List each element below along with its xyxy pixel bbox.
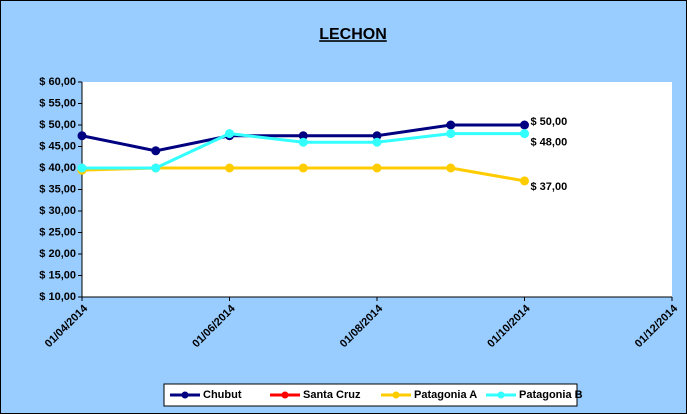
series-marker	[298, 163, 308, 173]
series-marker	[446, 120, 456, 130]
series-marker	[298, 131, 308, 141]
y-tick-label: $ 50,00	[39, 119, 76, 131]
series-marker	[446, 163, 456, 173]
legend-marker	[497, 391, 505, 399]
series-marker	[77, 131, 87, 141]
series-marker	[298, 137, 308, 147]
series-marker	[372, 131, 382, 141]
series-marker	[520, 129, 529, 139]
series-marker	[372, 163, 382, 173]
y-tick-label: $ 35,00	[39, 183, 76, 195]
legend-marker	[181, 391, 189, 399]
y-tick-label: $ 10,00	[39, 291, 76, 303]
legend-label: Patagonia A	[414, 389, 477, 401]
series-marker	[151, 163, 161, 173]
y-tick-label: $ 60,00	[39, 76, 76, 88]
series-marker	[77, 163, 87, 173]
y-tick-label: $ 20,00	[39, 248, 76, 260]
series-marker	[225, 163, 234, 173]
chart-title: LECHON	[319, 26, 387, 43]
legend-marker	[392, 391, 400, 399]
series-marker	[520, 120, 529, 130]
legend-label: Santa Cruz	[303, 389, 361, 401]
y-tick-label: $ 40,00	[39, 162, 76, 174]
y-tick-label: $ 55,00	[39, 97, 76, 109]
legend-label: Chubut	[203, 389, 242, 401]
series-marker	[225, 129, 234, 139]
plot-area	[82, 82, 672, 297]
y-tick-label: $ 30,00	[39, 205, 76, 217]
data-label: $ 48,00	[531, 137, 568, 149]
data-label: $ 50,00	[531, 116, 568, 128]
data-label: $ 37,00	[531, 181, 568, 193]
series-marker	[520, 176, 529, 186]
legend-marker	[281, 391, 289, 399]
series-marker	[446, 129, 456, 139]
series-marker	[151, 146, 161, 156]
legend-label: Patagonia B	[519, 389, 583, 401]
y-tick-label: $ 15,00	[39, 269, 76, 281]
y-tick-label: $ 45,00	[39, 140, 76, 152]
legend-box	[163, 383, 578, 407]
y-tick-label: $ 25,00	[39, 226, 76, 238]
series-marker	[372, 137, 382, 147]
